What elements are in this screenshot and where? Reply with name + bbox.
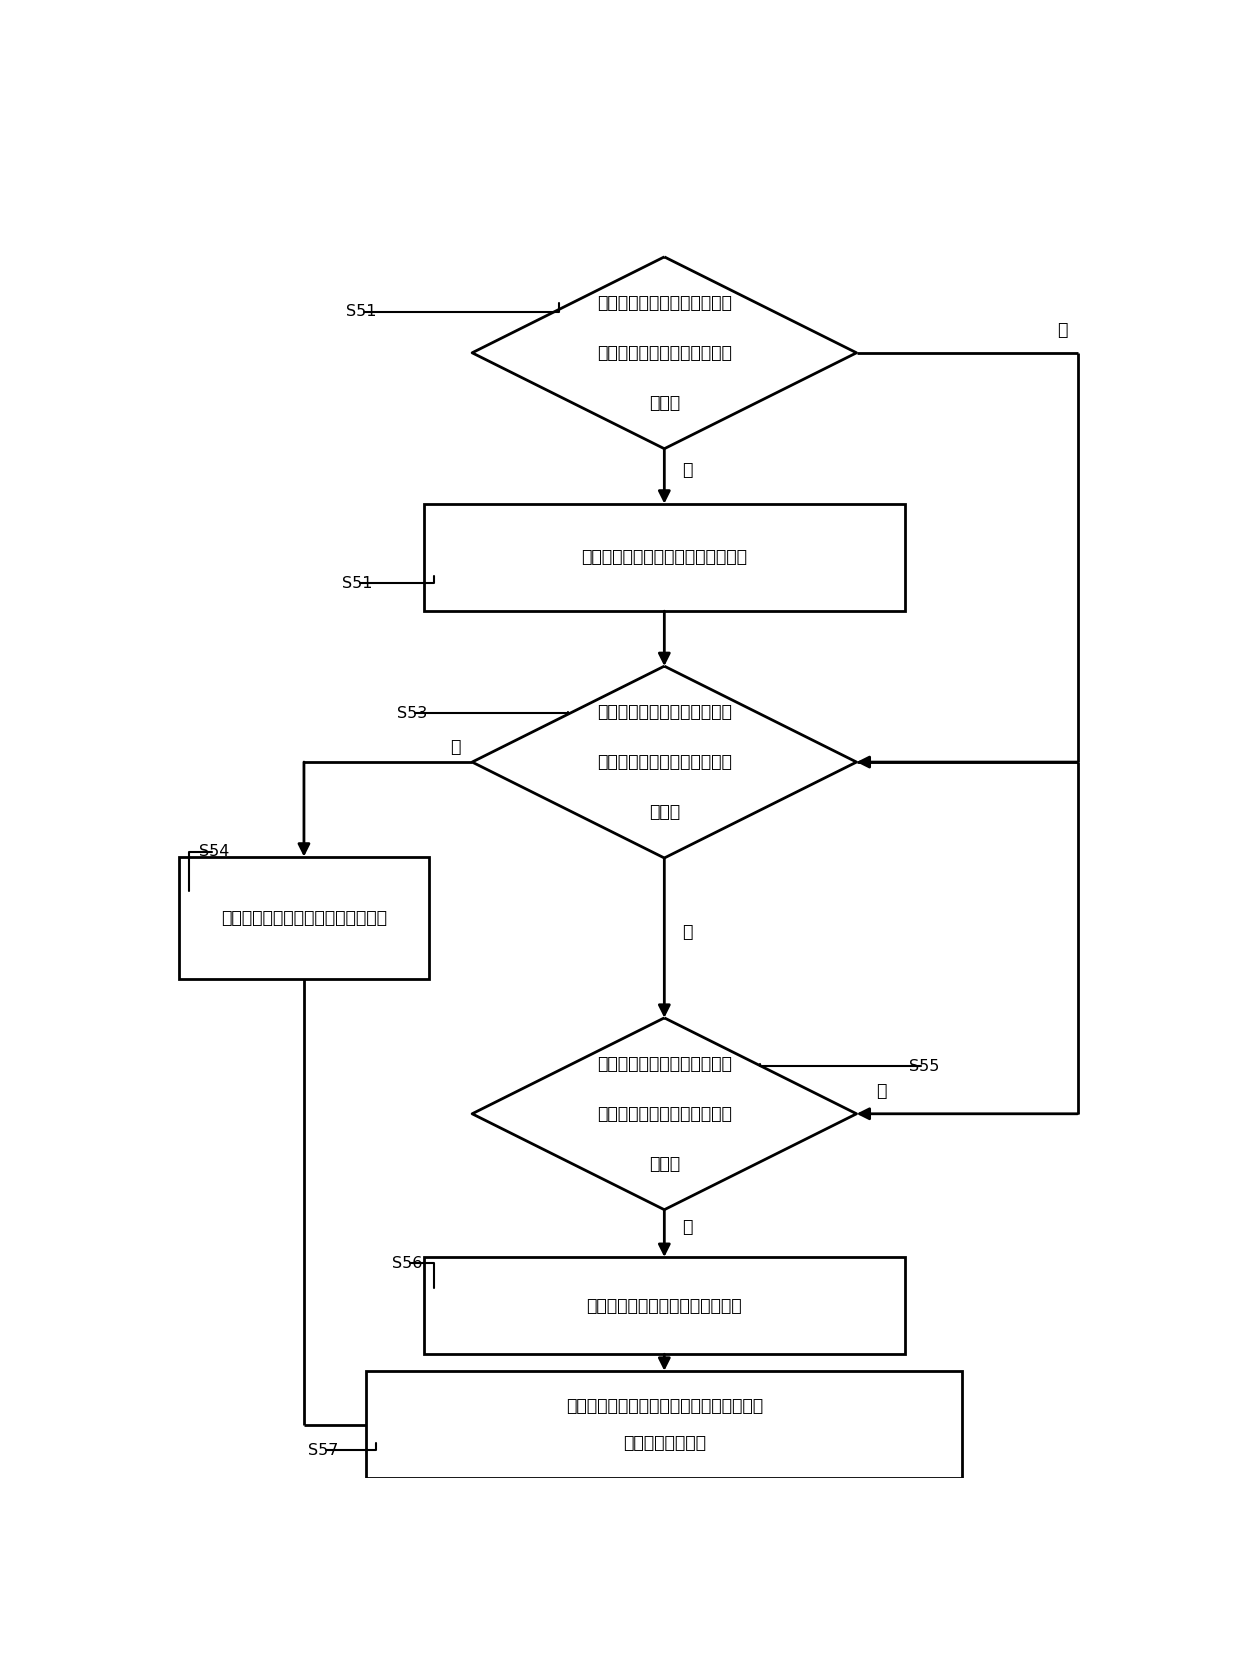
Text: 否: 否 [875,1081,887,1100]
Text: 正常值: 正常值 [649,1154,680,1173]
Text: 获取各设备的实时状态，生成并发送相应的: 获取各设备的实时状态，生成并发送相应的 [565,1397,763,1415]
Text: 是: 是 [682,1218,692,1236]
Text: 生成并发送加湿控制指令给加湿机: 生成并发送加湿控制指令给加湿机 [587,1297,743,1314]
Text: 否: 否 [682,922,692,940]
Text: 湿度数据是否超过预设的湿度: 湿度数据是否超过预设的湿度 [596,752,732,771]
Text: S51: S51 [341,575,372,591]
Text: 正常值: 正常值 [649,802,680,821]
Bar [424,1257,905,1354]
Text: 否: 否 [1058,321,1068,339]
Text: S55: S55 [909,1060,939,1075]
Text: 是: 是 [682,460,692,478]
Text: S51: S51 [346,304,377,319]
Text: 湿度数据是否低于预设的湿度: 湿度数据是否低于预设的湿度 [596,1105,732,1123]
Text: 指令给相应的设备: 指令给相应的设备 [622,1435,706,1452]
Text: 生成并发送温度调节控制指令给风机: 生成并发送温度调节控制指令给风机 [221,909,387,927]
Text: 温度数据是否超过预设的温度: 温度数据是否超过预设的温度 [596,344,732,362]
Text: 正常值: 正常值 [649,394,680,412]
Bar [179,857,429,980]
Text: S56: S56 [392,1256,422,1271]
Text: 是: 是 [450,737,460,756]
Text: 生成并发送温度调节控制指令给风机: 生成并发送温度调节控制指令给风机 [582,548,748,566]
Text: 根据分析报告判断现场环境的: 根据分析报告判断现场环境的 [596,703,732,721]
Text: 根据分析报告判断现场环境的: 根据分析报告判断现场环境的 [596,294,732,312]
Text: S54: S54 [200,844,229,859]
Bar [367,1370,962,1478]
Text: S57: S57 [308,1443,339,1458]
Bar [424,503,905,611]
Text: 根据分析报告判断现场环境的: 根据分析报告判断现场环境的 [596,1055,732,1073]
Text: S53: S53 [398,706,428,721]
